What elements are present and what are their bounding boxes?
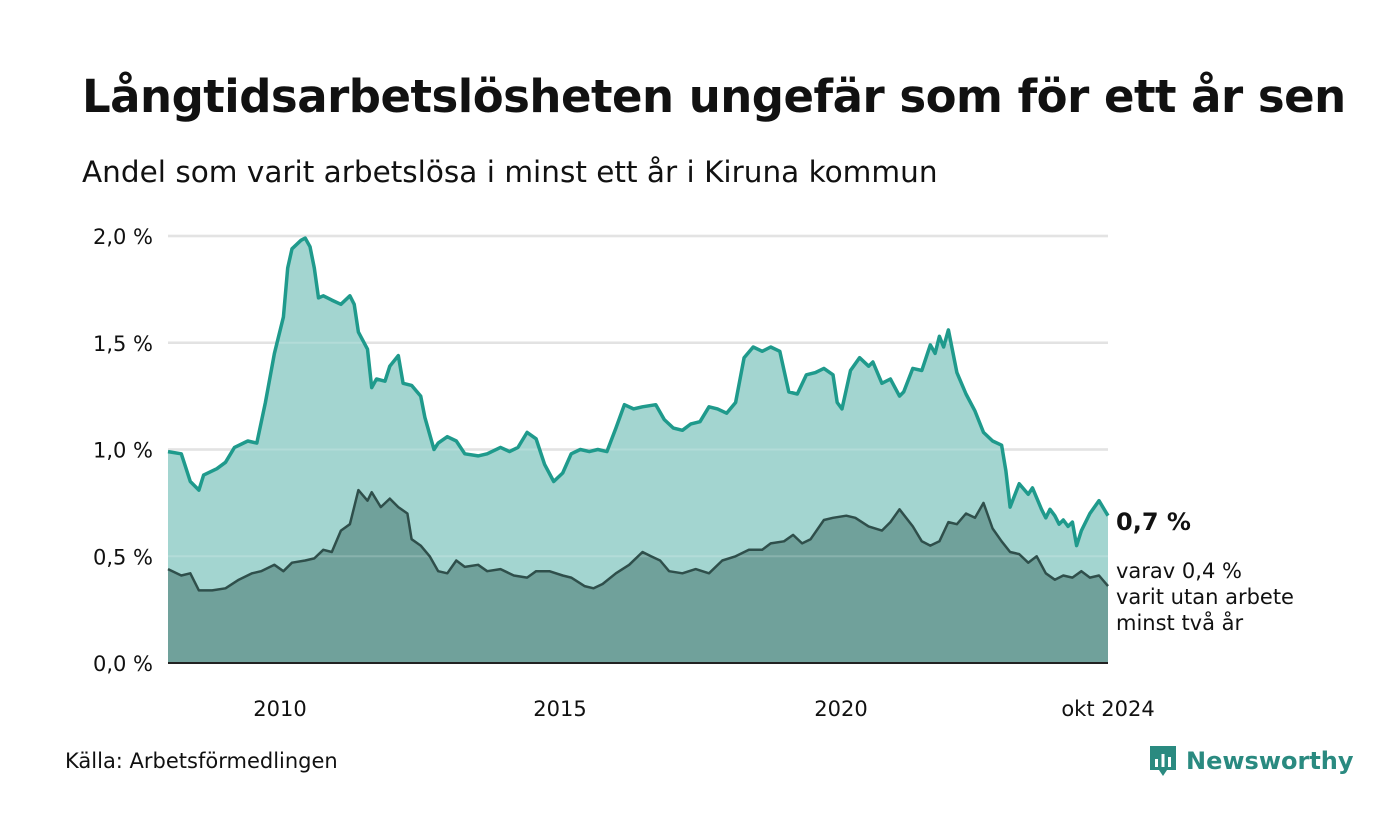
y-tick-label: 1,0 % xyxy=(93,439,153,463)
x-tick-label: 2020 xyxy=(814,697,867,721)
end-label-total: 0,7 % xyxy=(1116,508,1191,536)
x-tick-label: 2010 xyxy=(253,697,306,721)
chart-subtitle: Andel som varit arbetslösa i minst ett å… xyxy=(82,155,938,189)
y-tick-label: 2,0 % xyxy=(93,225,153,249)
series-line-total xyxy=(167,236,1110,548)
end-label-long-term: varit utan arbete xyxy=(1116,585,1294,609)
x-tick-label: 2015 xyxy=(533,697,586,721)
end-label-long-term: minst två år xyxy=(1116,610,1244,635)
brand-name: Newsworthy xyxy=(1186,747,1354,775)
series-line-long-term xyxy=(167,488,1109,592)
y-tick-label: 1,5 % xyxy=(93,332,153,356)
brand-logo: Newsworthy xyxy=(1148,744,1354,778)
y-tick-label: 0,0 % xyxy=(93,652,153,676)
newsworthy-logo-icon xyxy=(1150,746,1176,776)
chart-title: Långtidsarbetslösheten ungefär som för e… xyxy=(82,70,1346,123)
end-label-long-term: varav 0,4 % xyxy=(1116,559,1242,583)
y-tick-label: 0,5 % xyxy=(93,545,153,569)
x-tick-label: okt 2024 xyxy=(1061,697,1154,721)
series-area-long-term xyxy=(168,490,1108,663)
source-note: Källa: Arbetsförmedlingen xyxy=(65,749,338,773)
